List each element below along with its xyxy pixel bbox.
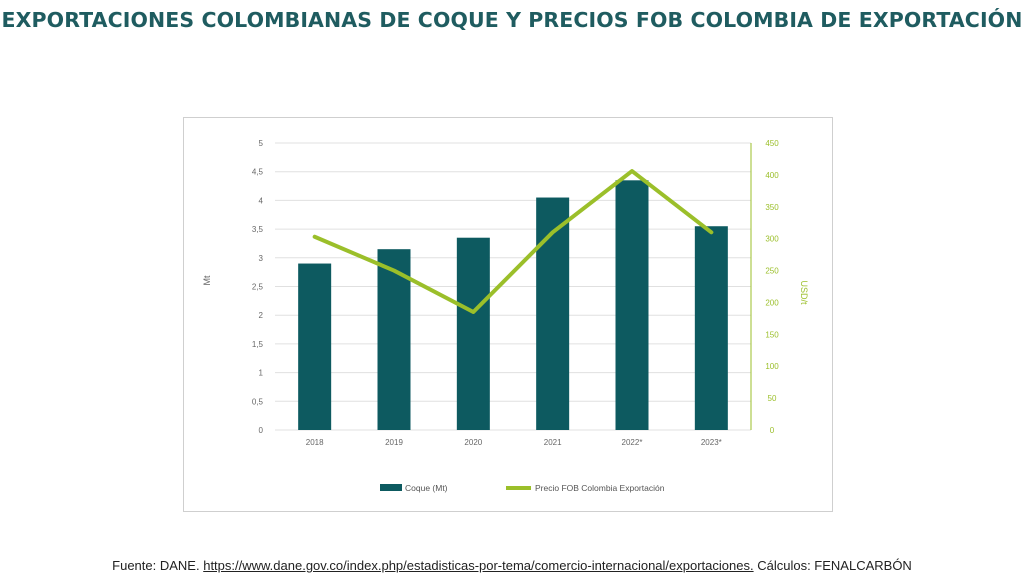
y2-tick-label: 350: [765, 203, 779, 212]
axes: 00,511,522,533,544,550501001502002503003…: [252, 139, 779, 447]
legend: Coque (Mt) Precio FOB Colombia Exportaci…: [380, 483, 665, 493]
legend-label-precio-fob: Precio FOB Colombia Exportación: [535, 483, 665, 493]
x-tick-label: 2018: [306, 438, 324, 447]
x-tick-label: 2019: [385, 438, 403, 447]
line-precio-fob: [312, 169, 714, 315]
y-tick-label: 4: [259, 196, 264, 205]
bar-coque-2021: [536, 197, 570, 430]
x-tick-label: 2022*: [622, 438, 643, 447]
source-prefix: Fuente: DANE.: [112, 558, 200, 573]
bar-coque-2018: [298, 263, 332, 430]
y2-axis-label: USD/t: [799, 280, 809, 305]
y2-tick-label: 50: [768, 394, 777, 403]
page-title: EXPORTACIONES COLOMBIANAS DE COQUE Y PRE…: [1, 8, 1023, 32]
y-tick-label: 1: [259, 369, 264, 378]
x-tick-label: 2021: [544, 438, 562, 447]
y-tick-label: 3,5: [252, 225, 264, 234]
source-suffix: Cálculos: FENALCARBÓN: [757, 558, 912, 573]
y2-tick-label: 300: [765, 235, 779, 244]
y-tick-label: 3: [259, 254, 264, 263]
source-link[interactable]: https://www.dane.gov.co/index.php/estadi…: [203, 558, 754, 573]
y-tick-label: 2,5: [252, 283, 264, 292]
bar-series: [298, 180, 728, 430]
line-series: [312, 169, 714, 315]
y2-tick-label: 150: [765, 330, 779, 339]
legend-swatch-coque: [380, 484, 402, 491]
bar-coque-2020: [456, 237, 490, 430]
y-tick-label: 5: [259, 139, 264, 148]
source-note: Fuente: DANE. https://www.dane.gov.co/in…: [0, 558, 1024, 573]
x-tick-label: 2020: [464, 438, 482, 447]
y-tick-label: 0: [259, 426, 264, 435]
bar-coque-2019: [377, 249, 411, 430]
bar-coque-2023: [694, 226, 728, 430]
y2-tick-label: 450: [765, 139, 779, 148]
x-tick-label: 2023*: [701, 438, 722, 447]
y-tick-label: 2: [259, 311, 264, 320]
y2-tick-label: 250: [765, 267, 779, 276]
y-tick-label: 4,5: [252, 168, 264, 177]
y-axis-label: Mt: [202, 275, 212, 285]
y-tick-label: 0,5: [252, 397, 264, 406]
combo-chart: 00,511,522,533,544,550501001502002503003…: [202, 139, 809, 493]
y-tick-label: 1,5: [252, 340, 264, 349]
y2-tick-label: 0: [770, 426, 775, 435]
bar-coque-2022: [615, 180, 649, 430]
y2-tick-label: 100: [765, 362, 779, 371]
legend-label-coque: Coque (Mt): [405, 483, 448, 493]
grid-lines: [275, 142, 751, 431]
y2-tick-label: 200: [765, 298, 779, 307]
chart-frame: 0 0,5 1 1,5 2 2,5 3 3,5 4 4,5 5 0 50 100 150 200 250 300 3…: [183, 117, 833, 512]
y2-tick-label: 400: [765, 171, 779, 180]
